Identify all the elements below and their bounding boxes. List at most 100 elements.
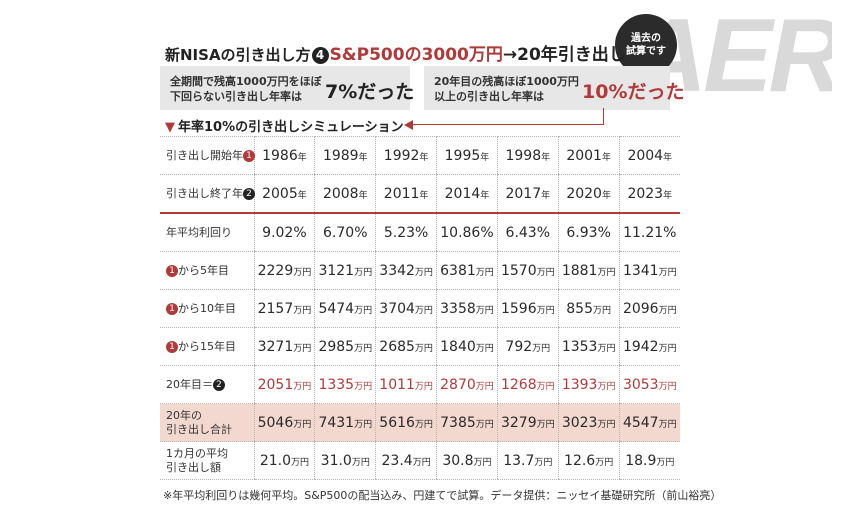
summary-line-2: 以上の引き出し年率は [434,90,544,103]
summary-box-7pct-text: 全期間で残高1000万円をほぼ 下回らない引き出し年率は [170,74,322,104]
summary-line-1: 全期間で残高1000万円をほぼ [170,75,322,88]
table-cell: 2004年 [618,136,680,175]
table-cell: 1341万円 [618,251,680,290]
table-cell: 3023万円 [557,403,620,442]
summary-line-2: 下回らない引き出し年率は [170,90,302,103]
row-label: 引き出し終了年 2 [160,174,255,214]
table-cell: 12.6万円 [557,441,620,480]
simulation-table: 引き出し開始年 1 1986年 1989年 1992年 1995年 1998年 2… [160,136,680,480]
summary-box-10pct-text: 20年目の残高ほぼ1000万円 以上の引き出し年率は [434,74,579,104]
table-cell: 3358万円 [436,289,498,328]
table-cell: 792万円 [496,327,559,366]
table-cell: 7431万円 [314,403,376,442]
table-cell: 1840万円 [436,327,498,366]
row-year-5: 1 から5年目 2229万円 3121万円 3342万円 6381万円 1570万… [160,251,680,290]
table-cell: 1998年 [496,136,559,175]
row-year-20: 20年目＝ 2 2051万円 1335万円 1011万円 2870万円 1268万… [160,365,680,404]
row-average-yield: 年平均利回り 9.02% 6.70% 5.23% 10.86% 6.43% 6.… [160,213,680,252]
row-label: 1カ月の平均 引き出し額 [160,441,254,480]
circle-1-icon: 1 [166,302,178,315]
table-cell: 1989年 [314,136,376,175]
title-number-circle: 4 [311,47,329,64]
summary-box-10pct: 20年目の残高ほぼ1000万円 以上の引き出し年率は 10%だった [424,66,684,110]
table-cell: 2005年 [253,174,315,214]
table-cell: 5616万円 [375,403,437,442]
table-cell: 2008年 [314,174,376,214]
row-total-withdrawal: 20年の 引き出し合計 5046万円 7431万円 5616万円 7385万円 3… [160,403,680,442]
circle-1-icon: 1 [166,264,178,277]
circle-1-icon: 1 [166,340,178,353]
badge-line-2: 試算です [626,46,666,57]
table-cell: 2229万円 [253,251,315,290]
summary-box-7pct: 全期間で残高1000万円をほぼ 下回らない引き出し年率は 7%だった [160,66,414,110]
summary-highlight-7pct: 7%だった [325,81,415,103]
triangle-down-icon: ▼ [165,120,175,135]
table-cell: 3704万円 [375,289,437,328]
table-cell: 13.7万円 [496,441,559,480]
table-cell: 2985万円 [314,327,376,366]
table-cell: 2685万円 [375,327,437,366]
row-end-year: 引き出し終了年 2 2005年 2008年 2011年 2014年 2017年 2… [160,174,680,214]
circle-2-icon: 2 [213,378,225,391]
table-cell: 30.8万円 [436,441,498,480]
row-label: 1 から10年目 [160,289,254,328]
table-cell: 2157万円 [253,289,315,328]
table-cell: 6.93% [557,213,620,252]
row-label: 年平均利回り [160,213,254,252]
table-cell: 18.9万円 [618,441,680,480]
table-cell: 2014年 [436,174,498,214]
row-label: 1 から5年目 [160,251,254,290]
row-start-year: 引き出し開始年 1 1986年 1989年 1992年 1995年 1998年 2… [160,136,680,175]
table-cell: 2051万円 [253,365,315,404]
arrow-left-icon [404,120,413,130]
table-cell: 4547万円 [618,403,680,442]
row-monthly-average: 1カ月の平均 引き出し額 21.0万円 31.0万円 23.4万円 30.8万円 … [160,441,680,480]
title-part-3: →20年引き出し [502,45,626,65]
badge-line-1: 過去の [631,33,661,44]
table-cell: 3342万円 [375,251,437,290]
table-cell: 3271万円 [253,327,315,366]
table-cell: 5474万円 [314,289,376,328]
table-cell: 9.02% [253,213,315,252]
table-cell: 1268万円 [496,365,559,404]
table-cell: 1393万円 [557,365,620,404]
table-cell: 2011年 [375,174,437,214]
row-label: 20年目＝ 2 [160,365,254,404]
table-cell: 10.86% [436,213,498,252]
table-cell: 2001年 [557,136,620,175]
row-year-10: 1 から10年目 2157万円 5474万円 3704万円 3358万円 1596… [160,289,680,328]
table-cell: 2017年 [496,174,559,214]
table-cell: 2870万円 [436,365,498,404]
table-cell: 1353万円 [557,327,620,366]
table-cell: 6.70% [314,213,376,252]
table-cell: 1011万円 [375,365,437,404]
page-title: 新NISAの引き出し方 4 S&P500の3000万円→20年引き出し [165,40,626,65]
summary-line-1: 20年目の残高ほぼ1000万円 [434,75,579,88]
simulation-title: ▼ 年率10%の引き出しシミュレーション [165,116,404,135]
arrow-line [412,124,604,125]
table-cell: 1881万円 [557,251,620,290]
table-cell: 1986年 [253,136,315,175]
table-cell: 31.0万円 [314,441,376,480]
table-cell: 855万円 [557,289,620,328]
table-cell: 3279万円 [496,403,559,442]
summary-highlight-10pct: 10%だった [582,81,685,103]
row-year-15: 1 から15年目 3271万円 2985万円 2685万円 1840万円 792万… [160,327,680,366]
past-estimate-badge: 過去の 試算です [615,14,677,76]
row-label: 1 から15年目 [160,327,254,366]
simulation-title-text: 年率10%の引き出しシミュレーション [178,120,404,135]
table-cell: 6381万円 [436,251,498,290]
table-cell: 1995年 [436,136,498,175]
table-cell: 1570万円 [496,251,559,290]
table-cell: 5046万円 [253,403,315,442]
title-part-2: S&P500の3000万円 [329,45,503,65]
table-cell: 5.23% [375,213,437,252]
table-cell: 2023年 [618,174,680,214]
circle-2-icon: 2 [243,187,255,200]
table-cell: 2096万円 [618,289,680,328]
table-cell: 11.21% [618,213,680,252]
arrow-connector [603,108,604,125]
table-cell: 7385万円 [436,403,498,442]
row-label: 引き出し開始年 1 [160,136,255,175]
table-cell: 1942万円 [618,327,680,366]
